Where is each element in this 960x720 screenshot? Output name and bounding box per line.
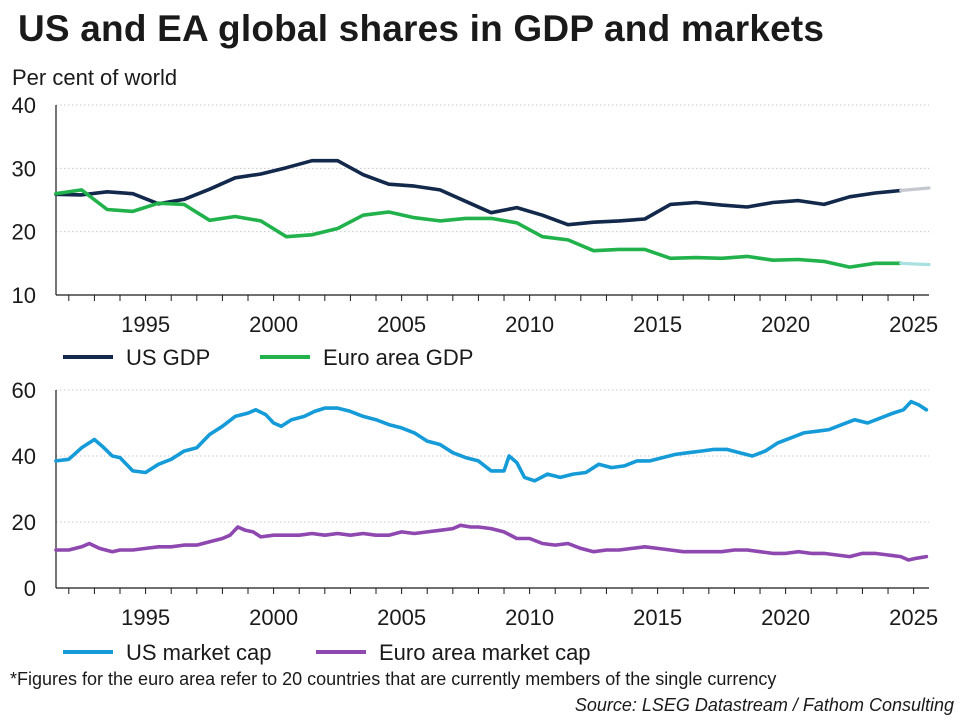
legend-item: Euro area GDP <box>260 345 473 370</box>
chart-canvas: 10 20 30 40 1995 2000 2005 2010 2015 2020 2025 Per … <box>12 65 939 665</box>
x-tick-label: 2020 <box>761 605 810 630</box>
source-note: Source: LSEG Datastream / Fathom Consult… <box>574 695 954 715</box>
y-tick-label: 10 <box>12 283 36 308</box>
y-tick-label: 40 <box>12 444 36 469</box>
x-tick-label: 1995 <box>121 312 170 337</box>
footnote: *Figures for the euro area refer to 20 c… <box>10 669 777 689</box>
x-tick-label: 2015 <box>633 605 682 630</box>
x-tick-label: 2000 <box>249 605 298 630</box>
series-line-us-gdp <box>54 158 903 227</box>
x-tick-label: 2000 <box>249 312 298 337</box>
x-tick-label: 2005 <box>377 312 426 337</box>
x-tick-label: 2025 <box>889 312 938 337</box>
series-line-us-market-cap <box>54 399 929 483</box>
chart-title: US and EA global shares in GDP and marke… <box>18 8 825 49</box>
panel-1: 10 20 30 40 1995 2000 2005 2010 2015 2020 2025 Per … <box>12 65 939 370</box>
y-tick-label: 0 <box>24 576 36 601</box>
legend-item: Euro area market cap <box>316 640 591 665</box>
x-tick-label: 1995 <box>121 605 170 630</box>
legend-item: US market cap <box>63 640 272 665</box>
legend-label: US GDP <box>126 345 210 370</box>
legend-item: US GDP <box>63 345 210 370</box>
x-tick-label: 2010 <box>505 605 554 630</box>
legend-label: Euro area market cap <box>379 640 591 665</box>
y-tick-label: 20 <box>12 510 36 535</box>
y-tick-label: 20 <box>12 220 36 245</box>
x-tick-label: 2025 <box>889 605 938 630</box>
panel-2: 0 20 40 60 1995 2000 2005 2010 2015 2020 2025 US ma… <box>12 378 939 665</box>
forecast-line-us-gdp <box>899 186 931 193</box>
x-tick-label: 2010 <box>505 312 554 337</box>
x-tick-label: 2005 <box>377 605 426 630</box>
legend-label: Euro area GDP <box>323 345 473 370</box>
x-tick-label: 2015 <box>633 312 682 337</box>
legend-label: US market cap <box>126 640 272 665</box>
y-tick-label: 30 <box>12 156 36 181</box>
series-line-euro-area-gdp <box>54 188 903 269</box>
forecast-line-euro-area-gdp <box>899 261 931 267</box>
y-tick-label: 60 <box>12 378 36 403</box>
y-tick-label: 40 <box>12 93 36 118</box>
series-line-euro-area-market-cap <box>54 523 929 562</box>
y-axis-label: Per cent of world <box>12 65 177 90</box>
x-tick-label: 2020 <box>761 312 810 337</box>
